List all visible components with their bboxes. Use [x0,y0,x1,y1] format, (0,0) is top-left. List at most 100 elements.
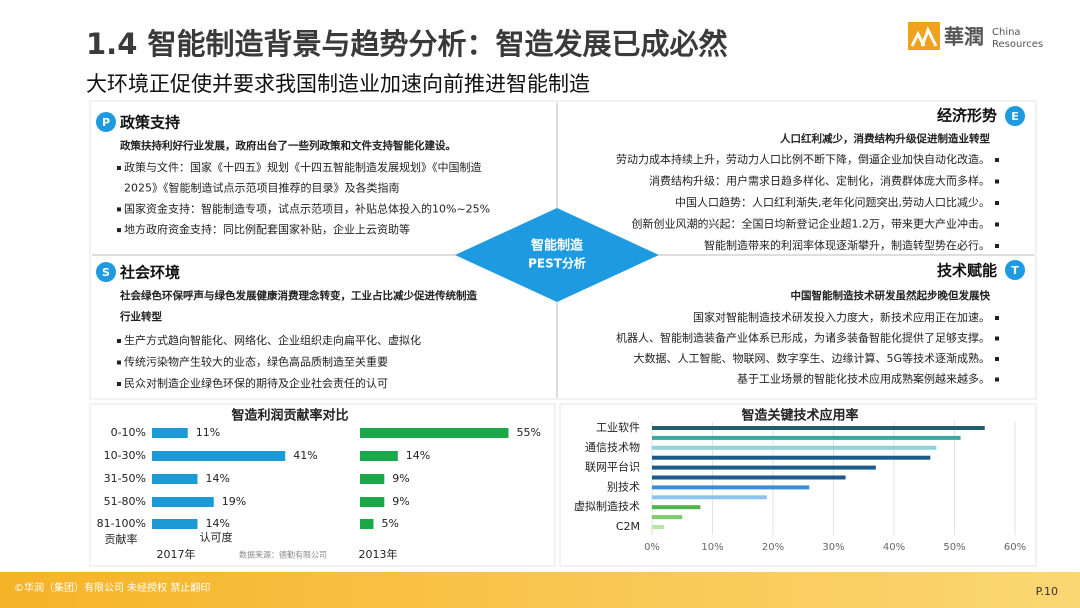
quadrant-title: 政策支持 [120,114,180,132]
quadrant-item: 创新创业风潮的兴起：全国日均新登记企业超1.2万，带来更大产业冲击。 [632,217,991,231]
bar [360,451,398,461]
bar [652,445,937,450]
category-label: 51-80% [104,495,146,508]
quadrant-item: 基于工业场景的智能化技术应用成熟案例越来越多。 [737,372,990,386]
pest-diamond [455,208,659,302]
logo: 華潤 China Resources [908,22,1043,50]
badge [96,112,116,132]
bar [652,435,961,440]
category-label: 31-50% [104,472,146,485]
quadrant-item: 地方政府资金支持：同比例配套国家补贴，企业上云资助等 [124,222,410,236]
bar [652,426,985,430]
quadrant-title: 技术赋能 [937,262,997,280]
bar [652,495,767,500]
quadrant-item: 中国人口趋势：人口红利渐失,老年化问题突出,劳动人口比减少。 [675,195,990,209]
category-label: 10-30% [104,449,146,462]
category-label: C2M [616,520,640,533]
quadrant-lead: 政策扶持利好行业发展，政府出台了一些列政策和文件支持智能化建设。 [120,139,456,152]
source: 数据来源：德勤有限公司 [239,550,327,560]
chart-title: 智造利润贡献率对比 [231,408,348,424]
quadrant-item: 2025》《智能制造试点示范项目推荐的目录》及各类指南 [124,181,400,195]
bar [652,465,876,470]
category-label: 通信技术物 [585,440,640,454]
quadrant-item: 传统污染物产生较大的业态，绿色高品质制造至关重要 [124,355,388,369]
footer-band [0,572,1080,608]
quadrant-lead: 社会绿色环保呼声与绿色发展健康消费理念转变，工业占比减少促进传统制造 [119,289,477,302]
quadrant-item: 国家资金支持：智能制造专项，试点示范项目，补贴总体投入的10%~25% [124,201,490,215]
bar [652,525,665,529]
category-label: 别技术 [607,480,640,493]
legend-label: 2013年 [359,547,398,561]
subtitle: 大环境正促使并要求我国制造业加速向前推进智能制造 [86,72,590,96]
bullet [995,201,999,205]
bar [652,485,810,490]
page-number: P.10 [1036,585,1058,598]
bar [652,505,701,510]
pest-center: 智能制造 [531,238,584,254]
bar [360,428,509,438]
quadrant-item: 消费结构升级：用户需求日趋多样化、定制化，消费群体庞大而多样。 [649,174,990,188]
copyright: ©华润（集团）有限公司 未经授权 禁止翻印 [14,581,210,594]
bullet [117,166,121,170]
badge [96,262,116,282]
quadrant-item: 政策与文件：国家《十四五》规划《十四五智能制造发展规划》《中国制造 [124,160,482,174]
bar [360,474,385,484]
quadrant-item: 国家对智能制造技术研发投入力度大，新技术应用正在加速。 [693,310,990,324]
axis-label: 认可度 [200,530,233,544]
title: 1.4 智能制造背景与趋势分析：智造发展已成必然 [86,27,727,61]
chart-title: 智造关键技术应用率 [741,408,858,424]
value-label: 9% [392,472,409,485]
pest-frame [89,100,1037,400]
bullet [995,179,999,184]
category-label: 81-100% [97,517,146,530]
bullet [995,222,999,227]
bar [360,497,385,507]
x-tick-label: 40% [883,542,905,553]
bullet [995,316,999,320]
legend-label: 2017年 [157,547,196,561]
bar [652,515,683,520]
bullet [117,382,121,386]
value-label: 9% [392,495,409,508]
value-label: 14% [206,517,230,530]
quadrant-lead: 人口红利减少，消费结构升级促进制造业转型 [780,132,990,145]
bar [652,475,846,480]
value-label: 41% [293,449,317,462]
value-label: 19% [222,495,246,508]
logo-en: China [992,27,1021,38]
x-tick-label: 10% [701,542,723,553]
bar [652,455,931,460]
chart-frame [89,403,556,567]
bar [152,428,188,438]
quadrant-item: 机器人、智能制造装备产业体系已形成，为诸多装备智能化提供了足够支撑。 [616,331,990,345]
category-label: 工业软件 [596,420,640,434]
x-tick-label: 30% [822,542,844,553]
badge-letter: T [1011,264,1019,277]
value-label: 5% [382,517,399,530]
value-label: 14% [206,472,230,485]
quadrant-lead: 中国智能制造技术研发虽然起步晚但发展快 [791,289,991,302]
logo-en: Resources [992,39,1043,50]
x-tick-label: 60% [1004,542,1026,553]
bullet [117,360,121,365]
axis-label: 贡献率 [105,532,138,546]
category-label: 联网平台识 [585,460,640,474]
quadrant-item: 生产方式趋向智能化、网络化、企业组织走向扁平化、虚拟化 [124,333,421,347]
badge [1005,260,1025,280]
quadrant-item: 大数据、人工智能、物联网、数字孪生、边缘计算、5G等技术逐渐成熟。 [633,351,990,365]
logo-mark [910,26,938,47]
bullet [117,339,121,343]
x-tick-label: 20% [762,542,784,553]
bar [360,519,374,529]
x-tick-label: 0% [644,542,660,553]
quadrant-title: 社会环境 [119,264,180,282]
bar [152,497,214,507]
bullet [117,207,121,212]
logo-text: 華潤 [944,25,984,49]
value-label: 55% [517,426,541,439]
quadrant-lead: 行业转型 [119,310,162,323]
bullet [995,244,999,248]
quadrant-item: 智能制造带来的利润率体现逐渐攀升，制造转型势在必行。 [704,238,990,252]
